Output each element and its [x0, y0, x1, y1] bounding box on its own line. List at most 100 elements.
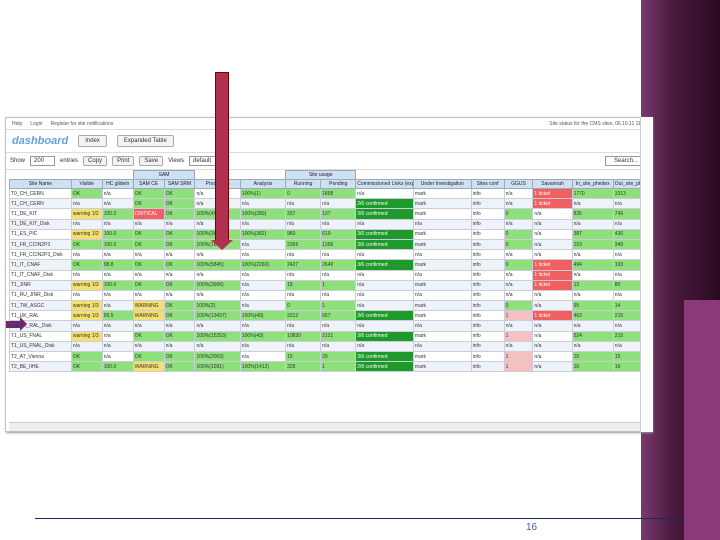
column-header[interactable]: In_site_phedex — [571, 179, 614, 189]
horizontal-scrollbar[interactable] — [9, 422, 651, 431]
status-cell: n/a — [503, 279, 534, 291]
column-header[interactable]: Commissioned Links (expand this column) — [355, 179, 414, 189]
status-cell: n/a — [70, 249, 103, 261]
status-cell: 13 — [571, 279, 614, 291]
status-cell: 0 — [503, 238, 534, 251]
site-name-cell[interactable]: T1_ES_PIC — [9, 228, 72, 240]
status-cell: n/a — [503, 218, 534, 230]
column-header[interactable]: Savannah — [532, 179, 573, 189]
status-cell: n/a — [194, 269, 241, 281]
site-name-cell[interactable]: T1_UK_RAL — [9, 310, 72, 322]
column-header[interactable]: Under Investigation — [412, 179, 472, 189]
register-link[interactable]: Register for site notifications — [50, 120, 114, 127]
status-cell: 100%(1412) — [239, 361, 287, 373]
table-row[interactable]: T1_US_FNAL_Disk n/a n/a n/a n/a n/a n/a n/a n/a n… — [9, 340, 648, 353]
status-cell: 1356 — [320, 238, 357, 251]
site-name-cell[interactable]: T0_CH_CERN — [9, 187, 72, 200]
table-row[interactable]: T1_FR_CCIN2P3OK100.0OKOK100%(16690)n/a23… — [9, 238, 648, 251]
status-cell: 1 ticket — [532, 310, 573, 322]
status-cell: 2/6 confirmed — [355, 198, 414, 210]
table-row[interactable]: T1_ES_PIC warning 1/2 100.0 OK OK 100%(3048) 1… — [9, 228, 648, 240]
status-cell: n/a — [239, 320, 287, 332]
tab-expanded-table[interactable]: Expanded Table — [116, 135, 174, 147]
status-cell: warning 1/2 — [70, 208, 103, 220]
table-row[interactable]: T1_JINR warning 1/3 100.0 OK OK 100%(3906) n/a… — [9, 279, 648, 291]
site-name-cell[interactable]: T1_IT_CNAF_Disk — [9, 269, 72, 281]
status-cell: 100.0 — [101, 279, 134, 291]
column-header[interactable]: SAM CE — [132, 179, 165, 189]
print-button[interactable]: Print — [112, 156, 135, 166]
status-cell: n/a — [239, 279, 287, 291]
column-header[interactable]: Running — [285, 179, 322, 189]
status-cell: n/a — [412, 289, 472, 302]
status-cell: OK — [70, 187, 103, 200]
status-cell: 95 — [571, 300, 614, 312]
status-cell: n/a — [355, 269, 414, 281]
table-row[interactable]: T0_CH_CERN OK n/a OK OK n/a 100%(1) 0 1858 n/a mar… — [9, 187, 648, 200]
status-cell: OK — [163, 330, 196, 342]
login-link[interactable]: Login — [30, 120, 43, 127]
table-row[interactable]: T1_UK_RAL warning 1/3 99.5 WARNING OK 100%(13… — [9, 310, 648, 322]
site-name-cell[interactable]: T2_AT_Vienna — [9, 350, 72, 363]
column-header[interactable]: GGUS — [503, 179, 534, 189]
site-name-cell[interactable]: T1_DE_KIT — [9, 208, 72, 220]
status-cell: mark — [412, 187, 472, 200]
table-row[interactable]: T1_DE_KIT_Disk n/a n/a n/a n/a n/a n/a n/a n/a n/… — [9, 218, 648, 230]
table-row[interactable]: T1_TW_ASGC warning 1/3 n/a WARNING OK 100%(2)… — [9, 300, 648, 312]
table-row[interactable]: T1_FR_CCIN2P3_Disk n/a n/a n/a n/a n/a n/a n/a n… — [9, 249, 648, 261]
entries-select[interactable]: 200 — [30, 156, 56, 166]
status-cell: n/a — [532, 289, 573, 302]
status-cell: 1858 — [320, 187, 357, 200]
column-header[interactable]: Pending — [320, 179, 357, 189]
column-header[interactable]: SAM SRM — [163, 179, 196, 189]
site-name-cell[interactable]: T1_JINR — [9, 279, 72, 291]
brand-bar: dashboard Index Expanded Table — [6, 130, 651, 153]
copy-button[interactable]: Copy — [83, 156, 108, 166]
table-row[interactable]: T1_US_FNAL warning 1/3 n/a OK OK 100%(15253) 1… — [9, 330, 648, 342]
column-header[interactable]: Site Name — [9, 179, 72, 189]
table-row[interactable]: T2_AT_Vienna OK n/a OK OK 100%(2003) n/a 15 29 3/… — [9, 350, 648, 363]
table-row[interactable]: T1_RU_JINR_Disk n/a n/a n/a n/a n/a n/a n/a n/a n… — [9, 289, 648, 302]
site-name-cell[interactable]: T2_BE_IIHE — [9, 361, 72, 373]
site-name-cell[interactable]: T1_TW_ASGC — [9, 300, 72, 312]
dashboard-logo: dashboard — [12, 135, 69, 147]
column-header[interactable]: HC glidein — [101, 179, 134, 189]
site-name-cell[interactable]: T1_DE_KIT_Disk — [9, 218, 72, 230]
site-name-cell[interactable]: T1_CH_CERN — [9, 198, 72, 210]
status-cell: n/a — [70, 289, 103, 302]
status-cell: n/a — [532, 340, 573, 353]
status-cell: n/a — [132, 218, 165, 230]
site-status-text: Site status for the CMS sites, 06.10.11 … — [549, 120, 645, 127]
column-header[interactable]: Analysis — [239, 179, 287, 189]
table-row[interactable]: T2_BE_IIHE OK 100.0 WARNING OK 100%(1091) 100%… — [9, 361, 648, 373]
table-row[interactable]: T1_UK_RAL_Disk n/a n/a n/a n/a n/a n/a n/a n/a n/… — [9, 320, 648, 332]
table-row[interactable]: T1_CH_CERN n/a n/a OK OK n/a n/a n/a n/a 2/6 conf… — [9, 198, 648, 210]
site-name-cell[interactable]: T1_FR_CCIN2P3 — [9, 238, 72, 251]
status-cell: 100%(382) — [239, 228, 287, 240]
tab-index[interactable]: Index — [78, 135, 107, 147]
status-cell: n/a — [532, 218, 573, 230]
status-cell: n/a — [320, 198, 357, 210]
site-name-cell[interactable]: T1_RU_JINR_Disk — [9, 289, 72, 302]
column-header[interactable]: Sites conf — [470, 179, 505, 189]
site-name-cell[interactable]: T1_IT_CNAF — [9, 259, 72, 271]
status-cell: OK — [132, 350, 165, 363]
site-name-cell[interactable]: T1_US_FNAL — [9, 330, 72, 342]
status-cell: OK — [163, 259, 196, 271]
site-name-cell[interactable]: T1_FR_CCIN2P3_Disk — [9, 249, 72, 261]
status-cell: n/a — [101, 249, 134, 261]
status-cell: 15 — [571, 350, 614, 363]
save-button[interactable]: Save — [139, 156, 164, 166]
table-row[interactable]: T1_DE_KIT warning 1/2 100.0 CRITICAL OK 100%(… — [9, 208, 648, 220]
status-cell: 1770 — [571, 187, 614, 200]
status-cell: n/a — [70, 269, 103, 281]
status-cell: 100%(43) — [239, 330, 287, 342]
vertical-scrollbar[interactable] — [640, 117, 653, 432]
status-cell: OK — [132, 330, 165, 342]
column-header[interactable]: Visible — [70, 179, 103, 189]
site-name-cell[interactable]: T1_US_FNAL_Disk — [9, 340, 72, 353]
table-row[interactable]: T1_IT_CNAF OK 98.8 OK OK 100%(5845) 100%(2260)… — [9, 259, 648, 271]
status-cell: 1 ticket — [532, 269, 573, 281]
table-row[interactable]: T1_IT_CNAF_Disk n/a n/a n/a n/a n/a n/a n/a n/a n… — [9, 269, 648, 281]
help-link[interactable]: Help — [12, 120, 23, 127]
